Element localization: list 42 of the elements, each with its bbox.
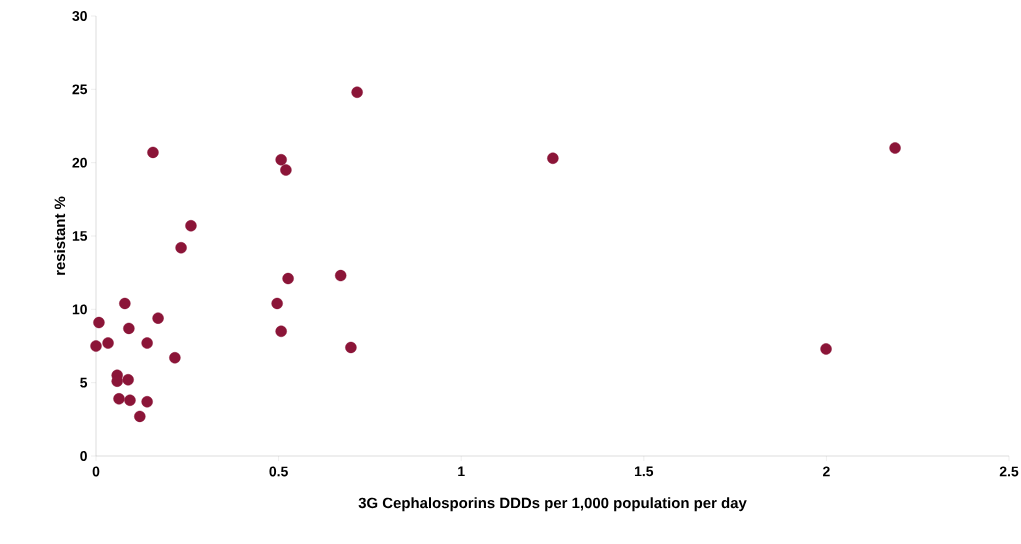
- y-tick-label: 5: [80, 377, 88, 388]
- y-tick-label: 15: [72, 231, 88, 241]
- x-tick-label: 2.5: [999, 466, 1019, 477]
- point: [93, 316, 105, 329]
- y-tick-label: 25: [72, 84, 88, 95]
- point: [275, 325, 287, 338]
- x-tick-label: 0.5: [269, 466, 288, 477]
- point: [185, 220, 197, 232]
- x-tick-label: 1: [458, 466, 465, 477]
- point: [141, 396, 153, 408]
- point: [334, 269, 347, 282]
- point: [345, 341, 357, 354]
- point: [275, 154, 287, 166]
- point: [351, 86, 363, 98]
- point: [102, 337, 114, 349]
- point: [280, 164, 292, 176]
- y-axis-title: resistant %: [54, 196, 66, 275]
- point: [547, 152, 559, 164]
- point: [889, 142, 901, 154]
- y-tick-label: 0: [80, 451, 87, 461]
- point: [134, 410, 146, 423]
- point: [113, 393, 125, 405]
- y-tick-label: 30: [72, 11, 87, 21]
- point: [147, 146, 159, 159]
- point: [169, 352, 181, 364]
- point: [122, 374, 134, 386]
- x-tick-label: 2: [823, 466, 830, 477]
- point: [119, 297, 131, 310]
- point: [141, 337, 153, 349]
- point: [124, 394, 136, 406]
- x-axis-title: 3G Cephalosporins DDDs per 1,000 population per day: [358, 497, 747, 512]
- point: [282, 272, 294, 285]
- point: [152, 312, 164, 324]
- point: [175, 242, 187, 254]
- point: [90, 340, 102, 352]
- point: [123, 322, 135, 335]
- point: [820, 343, 832, 355]
- point: [271, 297, 283, 310]
- x-tick-label: 0: [92, 466, 100, 477]
- x-tick-label: 1.5: [634, 466, 654, 477]
- y-tick-label: 10: [72, 304, 87, 315]
- y-tick-label: 20: [72, 157, 87, 168]
